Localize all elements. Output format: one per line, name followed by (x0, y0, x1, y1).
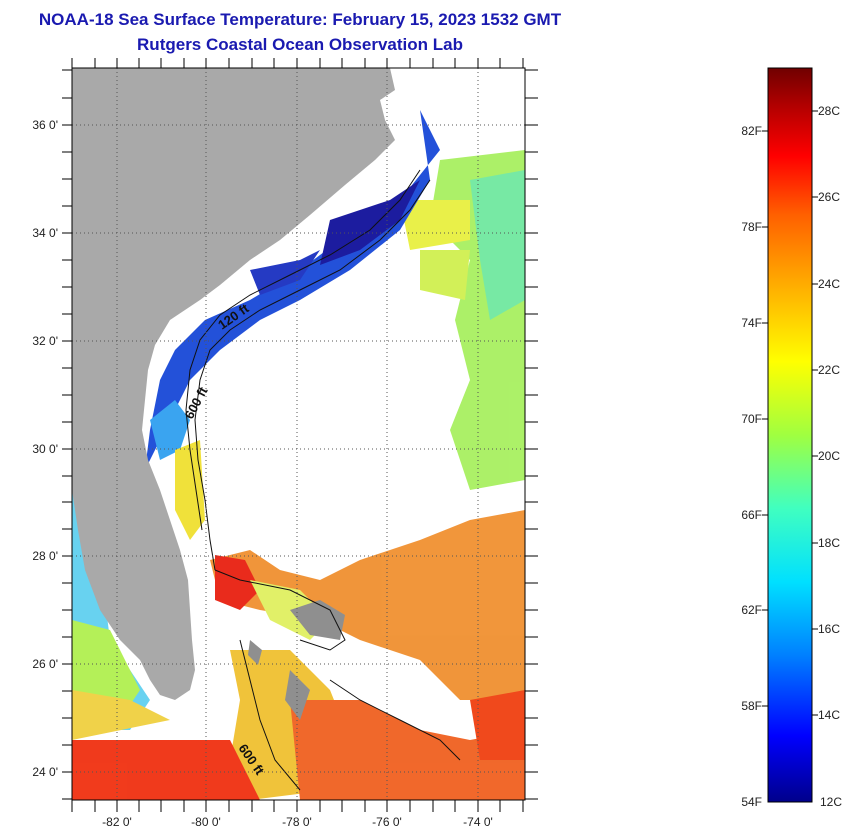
lon-label: -74 0' (463, 815, 493, 829)
colorbar-f-label: 58F (741, 699, 762, 713)
land-mainland (72, 68, 395, 700)
map-subtitle: Rutgers Coastal Ocean Observation Lab (137, 35, 463, 54)
lat-label: 30 0' (32, 442, 58, 456)
colorbar-f-label: 74F (741, 316, 762, 330)
lon-label: -78 0' (282, 815, 312, 829)
map-frame (71, 67, 526, 801)
latitude-labels: 36 0' 34 0' 32 0' 30 0' 28 0' 26 0' 24 0… (32, 118, 58, 779)
lat-label: 24 0' (32, 765, 58, 779)
lat-label: 34 0' (32, 226, 58, 240)
colorbar (767, 67, 813, 803)
colorbar-f-label: 62F (741, 603, 762, 617)
bathymetry-contours (185, 169, 461, 791)
colorbar-c-label: 18C (818, 536, 840, 550)
lon-label: -76 0' (372, 815, 402, 829)
lat-label: 28 0' (32, 549, 58, 563)
colorbar-ticks (762, 110, 818, 716)
colorbar-fahrenheit-labels: 82F 78F 74F 70F 66F 62F 58F 54F (741, 124, 762, 809)
colorbar-c-label: 22C (818, 363, 840, 377)
map-title: NOAA-18 Sea Surface Temperature: Februar… (38, 10, 562, 29)
lat-label: 32 0' (32, 334, 58, 348)
colorbar-f-label: 66F (741, 508, 762, 522)
colorbar-f-label: 78F (741, 220, 762, 234)
colorbar-f-label: 82F (741, 124, 762, 138)
lon-label: -80 0' (191, 815, 221, 829)
colorbar-c-label: 24C (818, 277, 840, 291)
colorbar-c-label: 16C (818, 622, 840, 636)
lat-label: 26 0' (32, 657, 58, 671)
lat-label: 36 0' (32, 118, 58, 132)
map-area: 120 ft 600 ft 600 ft (72, 68, 525, 800)
colorbar-celsius-labels: 28C 26C 24C 22C 20C 18C 16C 14C 12C (818, 104, 842, 809)
colorbar-c-label: 26C (818, 190, 840, 204)
colorbar-c-label: 20C (818, 449, 840, 463)
longitude-labels: -82 0' -80 0' -78 0' -76 0' -74 0' (102, 815, 493, 829)
colorbar-f-label: 54F (741, 795, 762, 809)
colorbar-c-label: 12C (820, 795, 842, 809)
colorbar-c-label: 14C (818, 708, 840, 722)
lon-label: -82 0' (102, 815, 132, 829)
colorbar-f-label: 70F (741, 412, 762, 426)
colorbar-c-label: 28C (818, 104, 840, 118)
sst-field (72, 110, 525, 800)
map-ticks (62, 58, 538, 812)
land-bahamas (248, 600, 345, 720)
